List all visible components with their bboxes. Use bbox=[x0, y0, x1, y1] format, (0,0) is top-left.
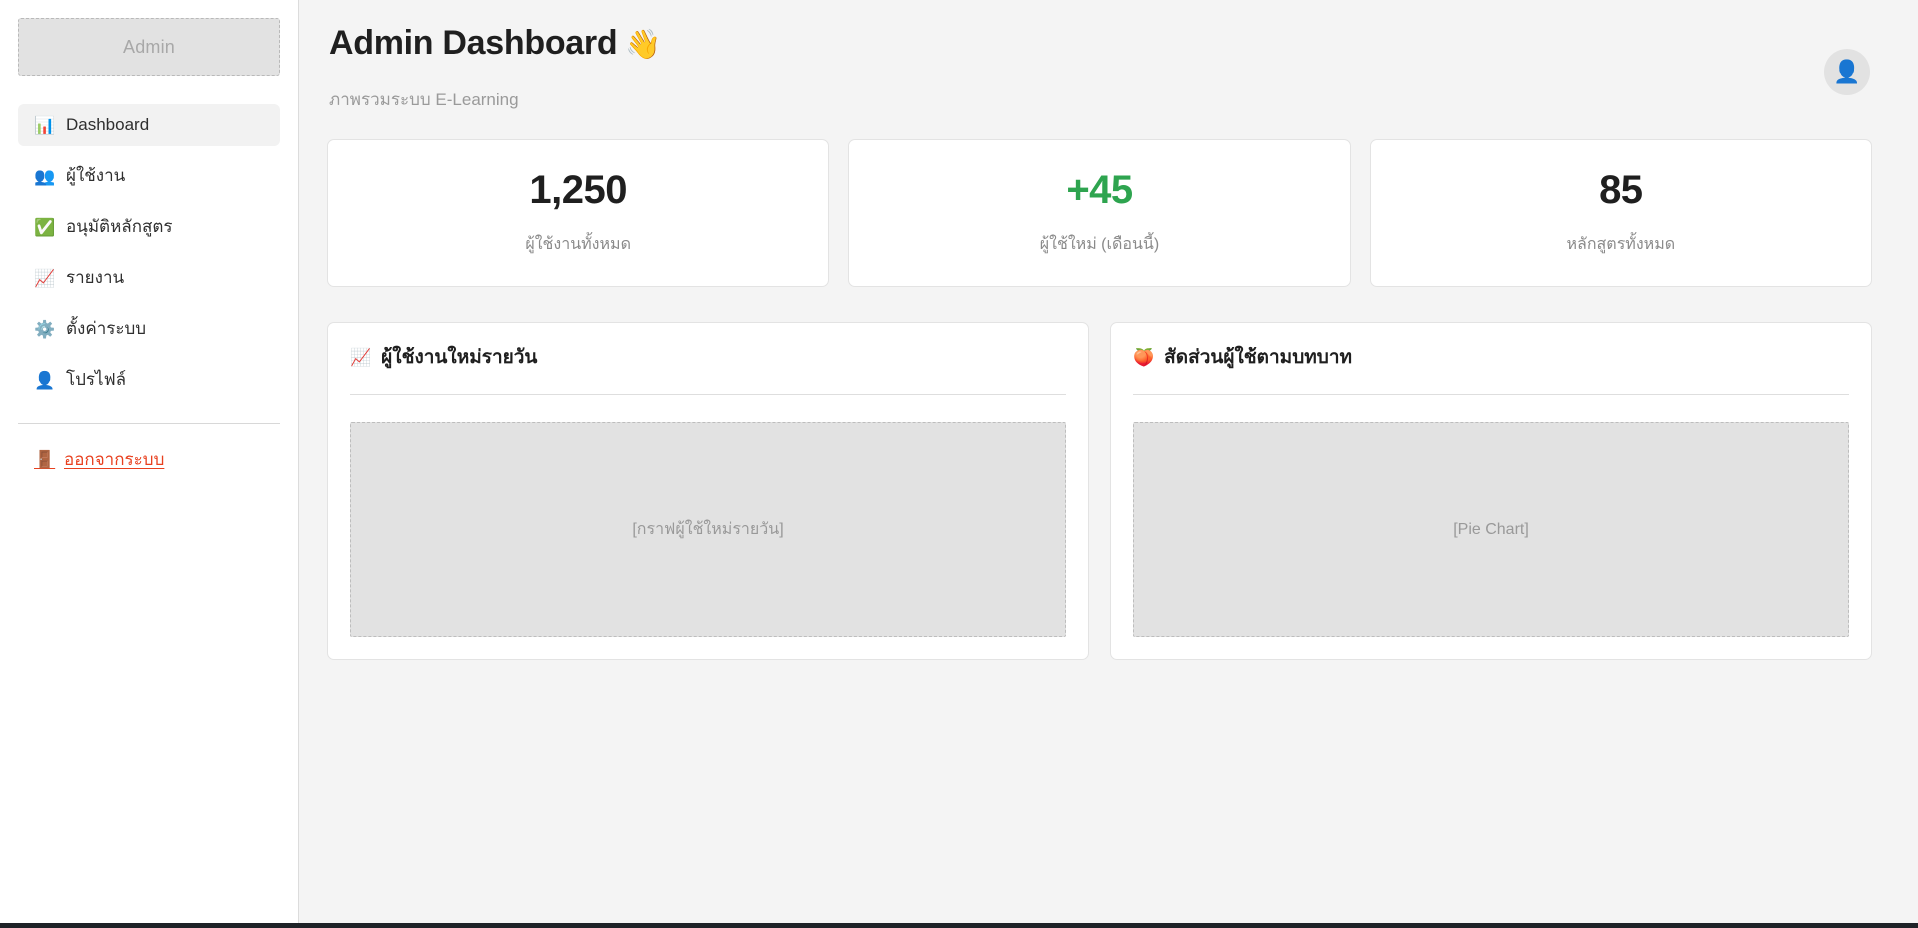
panel-title-label: ผู้ใช้งานใหม่รายวัน bbox=[381, 347, 538, 369]
chart-placeholder-users-by-role: [Pie Chart] bbox=[1133, 422, 1849, 638]
sidebar-item-label: อนุมัติหลักสูตร bbox=[66, 216, 173, 236]
page-header: Admin Dashboard 👋 ภาพรวมระบบ E-Learning 👤 bbox=[327, 24, 1872, 113]
chart-placeholder-label: [กราฟผู้ใช้ใหม่รายวัน] bbox=[632, 521, 784, 539]
sidebar-item-dashboard[interactable]: 📊 Dashboard bbox=[18, 104, 280, 146]
sidebar-item-label: ตั้งค่าระบบ bbox=[66, 318, 147, 338]
sidebar-item-label: ผู้ใช้งาน bbox=[66, 165, 126, 185]
bust-in-silhouette-icon: 👤 bbox=[1833, 59, 1861, 84]
stat-card-total-courses: 85 หลักสูตรทั้งหมด bbox=[1369, 139, 1872, 288]
chart-placeholder-daily-new-users: [กราฟผู้ใช้ใหม่รายวัน] bbox=[350, 422, 1066, 638]
page-subtitle: ภาพรวมระบบ E-Learning bbox=[329, 90, 519, 110]
stat-card-new-users: +45 ผู้ใช้ใหม่ (เดือนนี้) bbox=[848, 139, 1351, 288]
waving-hand-icon: 👋 bbox=[625, 29, 662, 61]
page-title-text: Admin Dashboard bbox=[329, 24, 618, 62]
panel-title: 📈 ผู้ใช้งานใหม่รายวัน bbox=[350, 342, 1066, 396]
sidebar-item-label: Dashboard bbox=[66, 114, 150, 134]
sidebar-item-profile[interactable]: 👤 โปรไฟล์ bbox=[18, 359, 280, 401]
stat-value: 85 bbox=[1599, 167, 1643, 212]
stat-card-total-users: 1,250 ผู้ใช้งานทั้งหมด bbox=[327, 139, 830, 288]
stat-label: หลักสูตรทั้งหมด bbox=[1566, 235, 1676, 253]
sidebar-item-label: รายงาน bbox=[66, 267, 125, 287]
header-text-block: Admin Dashboard 👋 ภาพรวมระบบ E-Learning bbox=[327, 24, 661, 113]
stats-row: 1,250 ผู้ใช้งานทั้งหมด +45 ผู้ใช้ใหม่ (เ… bbox=[327, 139, 1872, 288]
panels-row: 📈 ผู้ใช้งานใหม่รายวัน [กราฟผู้ใช้ใหม่ราย… bbox=[327, 322, 1872, 661]
stat-value: +45 bbox=[1066, 167, 1133, 212]
panel-daily-new-users: 📈 ผู้ใช้งานใหม่รายวัน [กราฟผู้ใช้ใหม่ราย… bbox=[327, 322, 1089, 661]
page-title: Admin Dashboard 👋 bbox=[329, 24, 661, 63]
stat-label: ผู้ใช้ใหม่ (เดือนนี้) bbox=[1039, 235, 1160, 253]
logout-link[interactable]: 🚪 ออกจากระบบ bbox=[18, 446, 164, 473]
door-icon: 🚪 bbox=[34, 450, 56, 469]
brand-label: Admin bbox=[122, 36, 176, 57]
sidebar-nav: 📊 Dashboard 👥 ผู้ใช้งาน ✅ อนุมัติหลักสูต… bbox=[18, 104, 280, 410]
main-content: Admin Dashboard 👋 ภาพรวมระบบ E-Learning 👤… bbox=[299, 0, 1918, 928]
sidebar: Admin 📊 Dashboard 👥 ผู้ใช้งาน ✅ อนุมัติห… bbox=[0, 0, 299, 928]
panel-users-by-role: 🍑 สัดส่วนผู้ใช้ตามบทบาท [Pie Chart] bbox=[1110, 322, 1872, 661]
stat-label: ผู้ใช้งานทั้งหมด bbox=[525, 235, 631, 253]
sidebar-item-reports[interactable]: 📈 รายงาน bbox=[18, 257, 280, 299]
sidebar-item-course-approval[interactable]: ✅ อนุมัติหลักสูตร bbox=[18, 206, 280, 248]
panel-title: 🍑 สัดส่วนผู้ใช้ตามบทบาท bbox=[1133, 342, 1849, 396]
sidebar-item-users[interactable]: 👥 ผู้ใช้งาน bbox=[18, 155, 280, 197]
chart-placeholder-label: [Pie Chart] bbox=[1453, 520, 1529, 538]
gear-icon: ⚙️ bbox=[34, 319, 56, 339]
line-chart-icon: 📈 bbox=[34, 268, 56, 288]
panel-title-label: สัดส่วนผู้ใช้ตามบทบาท bbox=[1164, 347, 1353, 369]
line-chart-icon: 📈 bbox=[350, 347, 372, 367]
person-icon: 👤 bbox=[34, 370, 56, 390]
bar-chart-icon: 📊 bbox=[34, 115, 56, 135]
check-mark-icon: ✅ bbox=[34, 217, 56, 237]
sidebar-item-system-settings[interactable]: ⚙️ ตั้งค่าระบบ bbox=[18, 308, 280, 350]
brand-placeholder: Admin bbox=[18, 18, 280, 76]
bottom-bar bbox=[0, 923, 1918, 928]
users-icon: 👥 bbox=[34, 166, 56, 186]
sidebar-item-label: โปรไฟล์ bbox=[66, 369, 127, 389]
avatar[interactable]: 👤 bbox=[1824, 49, 1870, 95]
pie-chart-icon: 🍑 bbox=[1133, 347, 1155, 367]
stat-value: 1,250 bbox=[529, 167, 627, 212]
sidebar-divider bbox=[18, 423, 280, 424]
logout-label: ออกจากระบบ bbox=[64, 450, 165, 469]
